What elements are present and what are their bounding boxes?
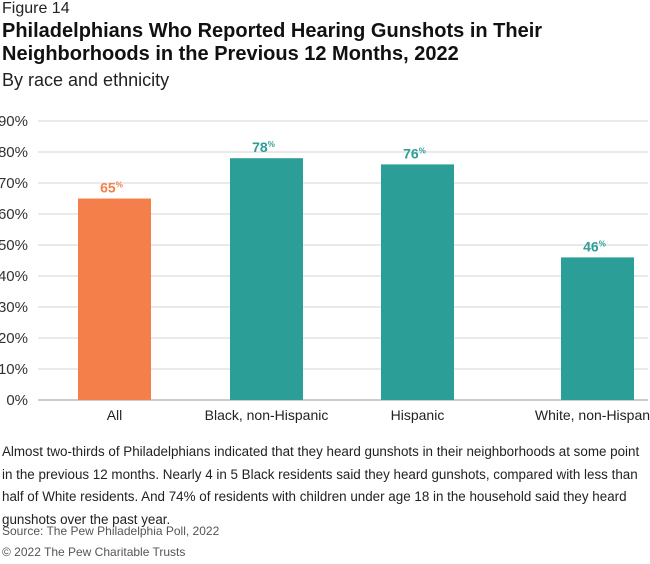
chart-title: Philadelphians Who Reported Hearing Guns… (2, 20, 543, 65)
data-label: 78% (252, 139, 275, 155)
data-label: 65% (100, 180, 123, 196)
y-tick-label: 60% (0, 206, 28, 223)
bar-chart: 0% 10% 20% 30% 40% 50% 60% 70% 80% 90% 65% All 78% Bl… (0, 113, 650, 423)
chart-note: Almost two-thirds of Philadelphians indi… (2, 444, 640, 527)
copyright: © 2022 The Pew Charitable Trusts (2, 545, 186, 559)
y-tick-label: 90% (0, 113, 28, 130)
bar (381, 164, 454, 400)
y-tick-label: 20% (0, 330, 28, 347)
bar (230, 158, 303, 400)
data-label: 76% (403, 145, 426, 161)
y-tick-label: 50% (0, 237, 28, 254)
y-tick-label: 70% (0, 175, 28, 192)
y-tick-label: 40% (0, 268, 28, 285)
y-tick-label: 80% (0, 144, 28, 161)
x-tick-label: Black, non-Hispanic (205, 407, 329, 423)
y-tick-label: 30% (0, 299, 28, 316)
bar (561, 257, 634, 400)
y-tick-label: 10% (0, 361, 28, 378)
x-tick-label: White, non-Hispanic (535, 407, 650, 423)
data-label: 46% (583, 238, 606, 254)
chart-subtitle: By race and ethnicity (2, 70, 170, 90)
x-tick-label: All (107, 407, 123, 423)
x-tick-label: Hispanic (391, 407, 445, 423)
figure-label: Figure 14 (2, 0, 70, 17)
source: Source: The Pew Philadelphia Poll, 2022 (2, 524, 220, 538)
bar (78, 198, 151, 400)
y-tick-label: 0% (6, 392, 28, 409)
